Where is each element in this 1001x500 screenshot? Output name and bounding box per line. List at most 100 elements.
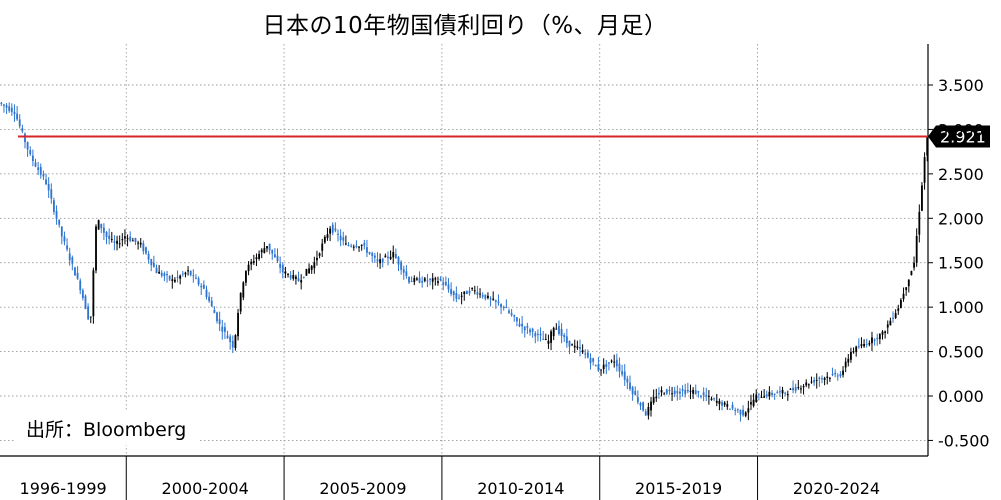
candle-body — [631, 387, 634, 395]
candle-body — [276, 255, 279, 262]
candle-body — [600, 369, 602, 371]
candle-body — [560, 329, 563, 336]
candle-body — [534, 333, 537, 337]
candle-body — [231, 340, 234, 348]
candle-body — [715, 400, 718, 403]
source-note: 出所：Bloomberg — [14, 412, 199, 445]
candle-body — [800, 388, 802, 390]
candle-body — [792, 387, 794, 391]
candle-body — [316, 257, 318, 261]
y-tick-label: 2.000 — [938, 209, 984, 228]
candle-body — [555, 328, 558, 330]
candle-body — [350, 245, 353, 247]
candle-body — [452, 291, 455, 296]
candle-body — [921, 185, 923, 211]
candle-body — [592, 358, 595, 362]
candle-body — [508, 310, 510, 313]
candle-body — [500, 304, 503, 308]
candle-body — [150, 259, 153, 266]
candle-body — [663, 393, 666, 395]
candle-body — [342, 237, 345, 241]
candle-body — [444, 281, 447, 286]
candle-body — [21, 128, 24, 132]
candle-body — [266, 246, 268, 249]
candle-body — [387, 256, 389, 258]
candle-body — [523, 326, 526, 331]
candle-body — [878, 334, 881, 340]
candle-body — [63, 236, 66, 242]
candle-body — [789, 388, 792, 390]
candle-body — [655, 396, 658, 399]
candle-body — [124, 236, 126, 239]
candle-body — [794, 387, 797, 391]
candle-body — [352, 246, 355, 248]
candle-body — [58, 219, 61, 225]
candle-body — [768, 391, 771, 397]
candle-body — [463, 291, 466, 295]
candle-body — [881, 331, 884, 335]
candle-body — [260, 249, 263, 253]
candle-body — [526, 325, 529, 328]
candle-body — [297, 278, 300, 282]
candle-body — [642, 402, 645, 411]
candle-body — [447, 284, 450, 290]
candle-body — [481, 295, 484, 297]
candle-body — [476, 292, 479, 295]
x-tick-label: 2005-2009 — [319, 479, 406, 498]
candle-body — [760, 397, 763, 399]
last-value-label: 2.921 — [940, 127, 986, 146]
candle-body — [158, 271, 161, 274]
candle-body — [815, 379, 818, 381]
candle-body — [494, 300, 497, 302]
candle-body — [713, 398, 716, 400]
candle-body — [366, 247, 368, 253]
candle-body — [550, 331, 552, 343]
candle-body — [629, 382, 631, 390]
candle-body — [187, 270, 189, 272]
candle-body — [810, 381, 813, 383]
candle-body — [174, 279, 176, 282]
candle-body — [179, 275, 182, 279]
candle-body — [915, 235, 918, 263]
candle-body — [613, 361, 616, 363]
candle-body — [13, 111, 16, 115]
candle-body — [323, 236, 326, 243]
candle-body — [71, 257, 74, 264]
candle-body — [831, 373, 834, 375]
candle-body — [368, 252, 371, 254]
candle-body — [871, 337, 873, 344]
candle-body — [16, 113, 19, 120]
candle-body — [229, 336, 232, 343]
candle-body — [568, 340, 571, 347]
candle-body — [344, 243, 347, 245]
candle-body — [657, 392, 660, 395]
x-tick-label: 2000-2004 — [162, 479, 249, 498]
candle-body — [907, 279, 910, 287]
x-tick-label: 2020-2024 — [793, 479, 880, 498]
candle-body — [87, 306, 90, 320]
candle-body — [668, 390, 671, 392]
candle-body — [34, 162, 37, 167]
candle-body — [747, 408, 750, 413]
candle-body — [750, 402, 752, 405]
candle-body — [892, 317, 894, 319]
candle-body — [392, 251, 395, 258]
candle-body — [694, 390, 697, 395]
candle-body — [544, 338, 547, 340]
candle-body — [597, 364, 600, 371]
candle-body — [539, 333, 542, 336]
candle-body — [692, 389, 695, 394]
candle-body — [487, 295, 489, 298]
candle-body — [479, 293, 481, 295]
candle-body — [234, 335, 237, 349]
candle-body — [74, 267, 76, 276]
candle-body — [468, 290, 471, 294]
candle-body — [847, 358, 850, 363]
candle-body — [42, 174, 45, 177]
candle-body — [108, 235, 111, 240]
candle-body — [471, 288, 474, 290]
candle-body — [529, 329, 531, 333]
candle-body — [623, 371, 626, 380]
candle-body — [113, 241, 116, 243]
candle-body — [563, 335, 566, 338]
